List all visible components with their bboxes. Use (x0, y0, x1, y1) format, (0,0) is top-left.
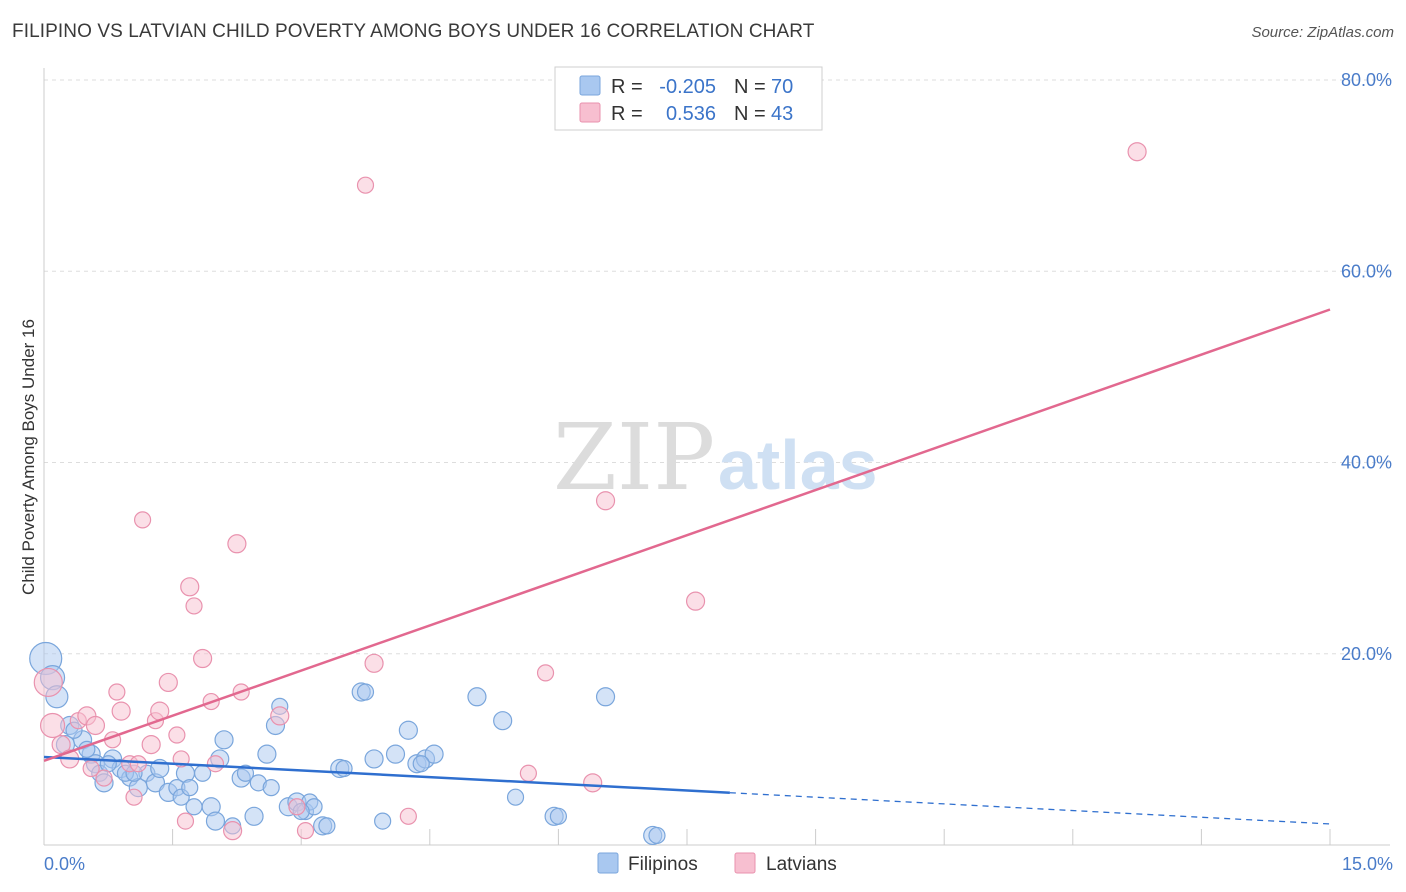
series-legend-swatch-filipinos (597, 852, 619, 874)
legend-r-label-latvians: R = (611, 103, 643, 125)
legend-n-value-filipinos: 70 (771, 76, 793, 98)
filipino-point (244, 806, 264, 826)
filipino-point (364, 749, 384, 769)
legend-r-value-latvians: 0.536 (666, 103, 716, 125)
filipino-point (385, 744, 406, 764)
x-tick-labels: 0.0% 15.0% (44, 854, 1393, 874)
filipino-point (398, 720, 418, 740)
latvian-point (111, 701, 131, 721)
watermark-atlas: atlas (718, 426, 878, 504)
series-legend-swatch-latvians (734, 852, 756, 874)
series-legend: Filipinos Latvians (597, 852, 837, 875)
latvian-point (583, 773, 603, 793)
y-tick-labels: 20.0% 40.0% 60.0% 80.0% (1341, 70, 1392, 664)
latvian-point (168, 726, 186, 744)
y-axis-label: Child Poverty Among Boys Under 16 (19, 319, 38, 595)
latvian-point (180, 577, 200, 597)
chart-title: FILIPINO VS LATVIAN CHILD POVERTY AMONG … (12, 21, 815, 42)
filipino-points (29, 641, 666, 846)
latvian-point (288, 798, 306, 816)
latvian-point (39, 712, 66, 739)
latvian-point (95, 769, 113, 787)
latvian-point (685, 591, 706, 611)
series-legend-label-filipinos: Filipinos (628, 854, 698, 875)
legend-r-label-filipinos: R = (611, 76, 643, 98)
filipino-point (214, 730, 234, 750)
latvian-point (193, 648, 213, 669)
latvian-point (129, 755, 147, 773)
filipino-point (181, 779, 199, 797)
filipino-trend-line (43, 755, 730, 794)
latvian-point (364, 653, 384, 673)
latvian-trend-line (43, 308, 1331, 763)
filipino-point (424, 744, 444, 764)
y-tick-label: 20.0% (1341, 644, 1392, 664)
y-tick-label: 60.0% (1341, 261, 1392, 281)
latvian-point (223, 821, 243, 841)
latvian-point (125, 788, 143, 806)
filipino-point (467, 687, 487, 707)
latvian-point (296, 822, 315, 840)
legend-n-label-latvians: N = (734, 103, 766, 125)
latvian-point (33, 667, 63, 698)
latvian-point (85, 715, 106, 736)
series-legend-label-latvians: Latvians (766, 854, 837, 875)
filipino-point (412, 755, 430, 773)
latvian-point (519, 764, 537, 782)
latvian-point (158, 672, 178, 693)
latvian-point (108, 683, 126, 701)
filipino-point (506, 788, 525, 806)
y-tick-label: 40.0% (1341, 453, 1392, 473)
filipino-point (493, 711, 513, 731)
source-label: Source: ZipAtlas.com (1251, 24, 1394, 41)
filipino-point (236, 764, 255, 782)
latvian-point (536, 664, 555, 682)
latvian-point (227, 534, 247, 554)
latvian-point (399, 807, 417, 825)
latvian-point (1127, 142, 1147, 162)
legend-swatch-latvians (579, 102, 601, 123)
filipino-point (99, 755, 117, 773)
latvian-point (133, 511, 152, 529)
y-tick-label: 80.0% (1341, 70, 1392, 90)
x-tick-label: 0.0% (44, 854, 85, 874)
legend-n-value-latvians: 43 (771, 103, 793, 125)
filipino-point (262, 779, 280, 797)
filipino-point (595, 687, 616, 707)
filipino-point (356, 683, 375, 701)
filipino-point (648, 826, 666, 845)
correlation-legend: R = -0.205 N = 70 R = 0.536 N = 43 (554, 66, 823, 131)
latvian-point (356, 176, 375, 194)
latvian-point (595, 491, 616, 511)
latvian-point (206, 755, 225, 773)
x-tick-marks (172, 829, 1331, 845)
legend-n-label-filipinos: N = (734, 76, 766, 98)
filipino-point (257, 744, 277, 764)
legend-r-value-filipinos: -0.205 (659, 76, 716, 98)
latvian-point (141, 734, 161, 755)
trend-lines (43, 308, 1331, 825)
filipino-point (318, 817, 336, 835)
watermark-zip: ZIP (553, 404, 715, 511)
filipino-point (549, 807, 568, 825)
legend-swatch-filipinos (579, 75, 601, 96)
gridlines (44, 79, 1390, 655)
latvian-point (185, 597, 203, 615)
filipino-point (205, 811, 226, 831)
x-tick-label: 15.0% (1342, 854, 1393, 874)
latvian-point (176, 812, 195, 830)
latvian-point (270, 706, 290, 726)
filipino-trend-line-extension (729, 792, 1331, 825)
filipino-point (374, 812, 392, 830)
